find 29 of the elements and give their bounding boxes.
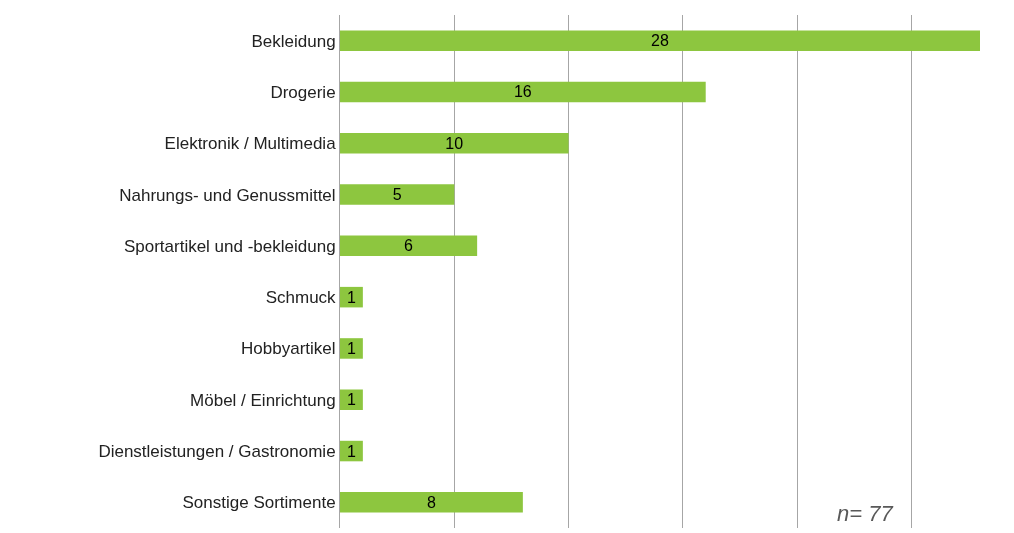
bar <box>340 81 706 103</box>
bar <box>340 132 569 154</box>
y-tick-label: Möbel / Einrichtung <box>190 390 336 410</box>
y-tick-label: Bekleidung <box>251 31 336 51</box>
bar <box>340 184 455 205</box>
data-label: 28 <box>651 32 669 50</box>
bar <box>340 389 363 411</box>
data-label: 6 <box>404 237 414 255</box>
y-tick-label: Hobbyartikel <box>241 339 336 359</box>
y-tick-label: Drogerie <box>270 82 336 102</box>
bar <box>340 338 363 359</box>
data-label: 5 <box>392 186 402 204</box>
bar <box>340 30 980 51</box>
data-label: 16 <box>513 83 532 101</box>
data-label: 1 <box>346 339 356 357</box>
y-tick-label: Nahrungs- und Genussmittel <box>119 185 336 205</box>
y-tick-label: Dienstleistungen / Gastronomie <box>98 442 336 461</box>
data-label: 1 <box>346 442 356 460</box>
bar <box>340 235 478 257</box>
y-tick-label: Sportartikel und -bekleidung <box>123 236 336 256</box>
data-label: 10 <box>445 134 464 152</box>
y-tick-label: Elektronik / Multimedia <box>164 134 337 154</box>
data-label: 1 <box>346 288 356 306</box>
annotation: n= 77 <box>837 501 894 526</box>
data-label: 1 <box>346 391 356 409</box>
bar <box>340 492 523 513</box>
y-tick-label: Schmuck <box>265 288 337 308</box>
data-label: 8 <box>426 493 436 511</box>
y-tick-label: Sonstige Sortimente <box>182 493 336 513</box>
